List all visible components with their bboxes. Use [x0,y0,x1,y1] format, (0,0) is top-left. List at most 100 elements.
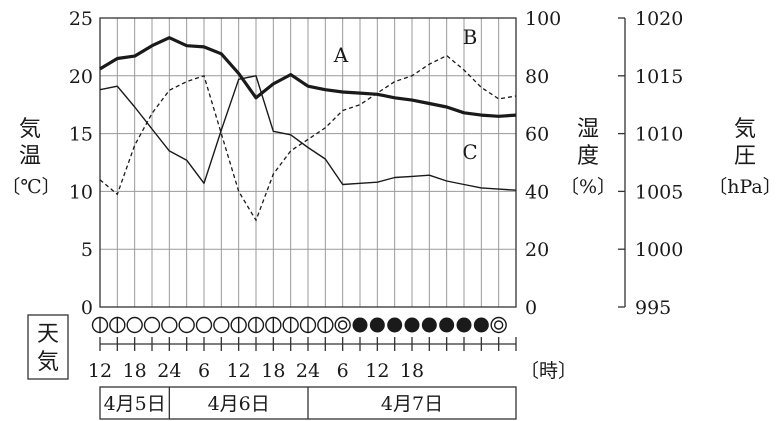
weather-clear-icon [126,316,143,334]
pressure-tick-label: 995 [635,297,671,319]
temperature-unit: 〔℃〕 [1,176,60,198]
humidity-axis: 0 20 40 60 80 100 湿度〔%〕 [525,8,616,319]
weather-rain-icon [421,317,437,333]
weather-clear-icon [195,316,213,334]
clear-outline [178,316,195,334]
weather-rain-icon [456,317,472,333]
weather-partly-cloudy-icon [265,316,282,334]
weather-rain-icon [439,317,455,333]
weather-rain-icon [404,317,420,333]
rain-icon [439,317,455,333]
weather-label: 天 [37,322,59,347]
time-tick-label: 12 [227,360,251,382]
temperature-tick-label: 5 [81,239,93,261]
rain-icon [456,317,472,333]
clear-outline [126,316,143,334]
weather-partly-cloudy-icon [230,316,247,334]
pressure-tick-label: 1015 [635,66,683,88]
weather-rain-icon [387,317,403,333]
date-label: 4月7日 [381,393,443,415]
pressure-tick-label: 1000 [635,239,683,261]
weather-rain-icon [473,317,489,333]
date-row: 4月5日 4月6日 4月7日 [99,386,517,420]
plot-border [99,17,517,308]
rain-icon [473,317,489,333]
series-line-c [99,75,517,191]
weather-label-box [27,314,69,380]
temperature-tick-label: 10 [69,181,93,203]
cloudy-inner-ring [337,320,348,330]
time-axis: 12 18 24 6 12 18 24 6 12 18 〔時〕 [88,337,577,382]
weather-clear-icon [178,316,195,334]
date-label: 4月6日 [208,393,270,415]
time-tick-label: 24 [296,360,320,382]
humidity-unit: 〔%〕 [560,176,616,198]
series-label-a: A [333,43,349,67]
weather-partly-cloudy-icon [247,316,265,334]
cloudy-inner-ring [493,320,504,330]
humidity-tick-label: 80 [525,66,549,88]
temperature-axis-label: 気 [19,117,41,142]
weather-partly-cloudy-icon [299,316,317,334]
cloudy-outline [490,316,507,334]
weather-rain-icon [352,317,368,333]
weather-cloudy-icon [490,316,507,334]
time-tick-label: 12 [365,360,389,382]
pressure-tick-label: 1005 [635,181,683,203]
temperature-tick-label: 20 [69,66,93,88]
pressure-unit: 〔hPa〕 [708,176,782,198]
time-tick-label: 12 [88,360,112,382]
humidity-tick-label: 60 [525,124,549,146]
humidity-axis-label: 度 [577,144,599,169]
weather-partly-cloudy-icon [282,316,299,334]
weather-cloudy-icon [334,316,351,334]
time-tick-label: 18 [400,360,424,382]
pressure-axis-label: 気 [734,117,756,142]
time-tick-label: 24 [157,360,181,382]
time-tick-label: 18 [123,360,147,382]
weather-partly-cloudy-icon [91,316,109,334]
cloudy-outline [334,316,351,334]
weather-clear-icon [213,316,230,334]
series-label-b: B [463,25,478,49]
plot-frame [99,17,517,308]
temperature-axis-label: 温 [19,144,41,169]
humidity-tick-label: 20 [525,239,549,261]
clear-outline [161,316,178,334]
rain-icon [352,317,368,333]
rain-icon [369,317,385,333]
series-labels: A B C [333,25,478,164]
time-tick-label: 6 [337,360,349,382]
series-line-b [99,54,517,222]
weather-clear-icon [161,316,178,334]
grid [100,18,516,307]
weather-rain-icon [369,317,385,333]
temperature-axis: 0 5 10 15 20 25 気温〔℃〕 [1,8,93,319]
pressure-tick-label: 1020 [635,8,683,30]
pressure-tick-label: 1010 [635,124,683,146]
weather-partly-cloudy-icon [317,316,334,334]
pressure-axis-label: 圧 [734,144,756,169]
temperature-tick-label: 0 [81,297,93,319]
temperature-tick-label: 15 [69,124,93,146]
humidity-tick-label: 40 [525,181,549,203]
rain-icon [404,317,420,333]
humidity-axis-label: 湿 [577,117,599,142]
clear-outline [195,316,213,334]
clear-outline [213,316,230,334]
series-label-c: C [462,140,477,164]
time-unit: 〔時〕 [520,360,577,382]
date-label: 4月5日 [104,393,166,415]
series-layer [99,36,517,222]
weather-partly-cloudy-icon [109,316,126,334]
weather-clear-icon [143,316,161,334]
rain-icon [421,317,437,333]
humidity-tick-label: 100 [525,8,561,30]
time-tick-label: 6 [198,360,210,382]
temperature-tick-label: 25 [69,8,93,30]
humidity-tick-label: 0 [525,297,537,319]
pressure-axis: 995 1000 1005 1010 1015 1020 気圧〔hPa〕 [618,8,782,319]
weather-label: 気 [37,350,59,375]
clear-outline [143,316,161,334]
